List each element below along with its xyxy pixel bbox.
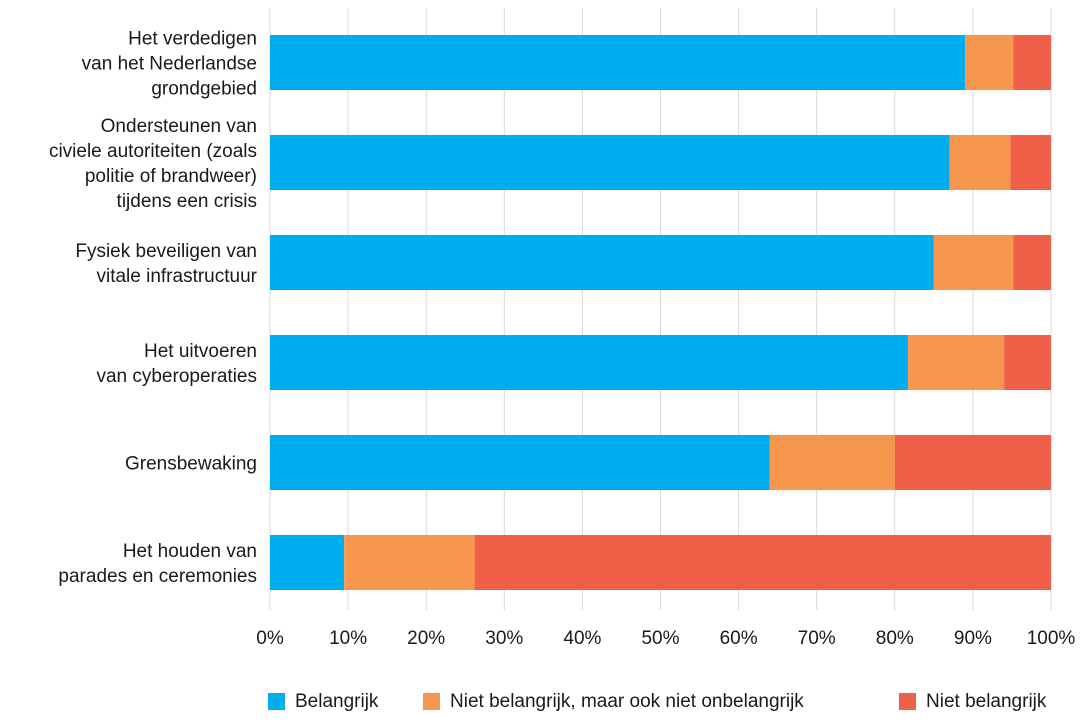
- category-label-line: grondgebied: [151, 79, 257, 100]
- bar-segment: [270, 335, 909, 390]
- bar-segment: [1013, 235, 1051, 290]
- bars: [270, 35, 1051, 590]
- category-label: Het verdedigen van het Nederlandse grondge…: [82, 29, 257, 100]
- x-tick-label: 30%: [485, 628, 523, 649]
- bar-segment: [933, 235, 1014, 290]
- category-label-line: Fysiek beveiligen van: [75, 241, 257, 262]
- bar-segment: [1013, 35, 1051, 90]
- x-tick-label: 80%: [876, 628, 914, 649]
- legend: Belangrijk Niet belangrijk, maar ook niet…: [268, 691, 1047, 712]
- legend-swatch: [268, 693, 285, 710]
- category-label-line: Het uitvoeren: [144, 341, 257, 362]
- legend-label: Niet belangrijk: [926, 691, 1047, 712]
- category-label-line: van het Nederlandse: [82, 54, 257, 75]
- bar-segment: [474, 535, 1051, 590]
- bar-segment: [769, 435, 895, 490]
- bar-segment: [270, 235, 934, 290]
- bar-segment: [270, 135, 950, 190]
- bar-segment: [894, 435, 1051, 490]
- category-label-line: vitale infrastructuur: [96, 266, 257, 287]
- category-label: Grensbewaking: [125, 454, 257, 475]
- x-tick-label: 50%: [641, 628, 679, 649]
- bar-segment: [908, 335, 1005, 390]
- category-label: Fysiek beveiligen van vitale infrastructu…: [75, 241, 257, 287]
- category-label-line: Grensbewaking: [125, 454, 257, 475]
- bar-segment: [1004, 335, 1051, 390]
- legend-swatch: [899, 693, 916, 710]
- category-label-line: van cyberoperaties: [96, 366, 257, 387]
- bar-segment: [965, 35, 1014, 90]
- category-label: Het houden van parades en ceremonies: [58, 541, 257, 587]
- category-label-line: tijdens een crisis: [117, 191, 257, 212]
- x-axis: 0% 10% 20% 30% 40% 50% 60% 70% 80% 90% 100%: [256, 628, 1075, 649]
- category-label-line: Het houden van: [123, 541, 257, 562]
- x-tick-label: 100%: [1027, 628, 1076, 649]
- bar-segment: [270, 35, 966, 90]
- x-tick-label: 40%: [563, 628, 601, 649]
- x-tick-label: 70%: [798, 628, 836, 649]
- legend-label: Niet belangrijk, maar ook niet onbelangr…: [450, 691, 804, 712]
- bar-segment: [344, 535, 475, 590]
- bar-segment: [949, 135, 1011, 190]
- gridlines: [269, 8, 1052, 610]
- legend-swatch: [423, 693, 440, 710]
- bar-segment: [270, 535, 345, 590]
- category-label: Ondersteunen van civiele autoriteiten (zo…: [49, 116, 257, 212]
- category-label-line: politie of brandweer): [85, 166, 257, 187]
- bar-segment: [270, 435, 770, 490]
- x-tick-label: 20%: [407, 628, 445, 649]
- category-label-line: Ondersteunen van: [101, 116, 257, 137]
- x-tick-label: 60%: [720, 628, 758, 649]
- category-label: Het uitvoeren van cyberoperaties: [96, 341, 257, 387]
- x-tick-label: 0%: [256, 628, 284, 649]
- category-label-line: civiele autoriteiten (zoals: [49, 141, 257, 162]
- category-labels: Het verdedigen van het Nederlandse grondge…: [49, 29, 258, 588]
- legend-label: Belangrijk: [295, 691, 379, 712]
- category-label-line: parades en ceremonies: [58, 566, 257, 587]
- category-label-line: Het verdedigen: [128, 29, 257, 50]
- bar-segment: [1010, 135, 1051, 190]
- x-tick-label: 90%: [954, 628, 992, 649]
- x-tick-label: 10%: [329, 628, 367, 649]
